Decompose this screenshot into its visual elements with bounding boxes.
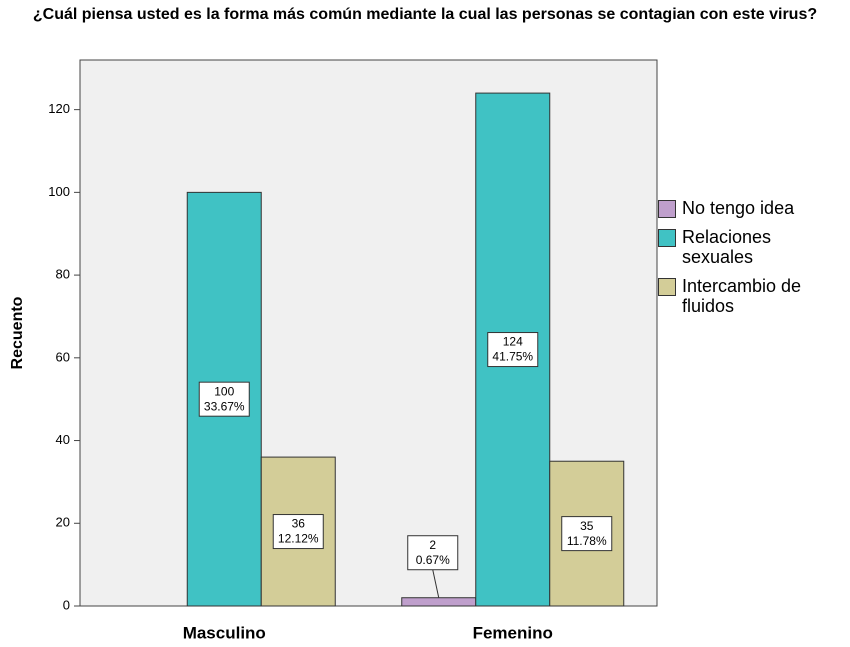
data-label-percent: 12.12% [278,532,319,546]
y-tick-label: 20 [56,515,70,530]
legend-entry: Intercambio de fluidos [658,276,812,316]
legend-entry: No tengo idea [658,198,812,218]
y-tick-label: 0 [63,597,70,612]
label-box [561,516,613,552]
legend-label: Intercambio de fluidos [682,276,802,316]
legend-label: No tengo idea [682,198,795,218]
data-label: 35 [580,519,594,533]
legend-swatch [658,278,676,296]
label-box [407,535,459,571]
legend: No tengo idea Relaciones sexuales Intercam… [658,198,808,325]
data-label-percent: 0.67% [416,553,450,567]
data-label: 2 [429,538,436,552]
data-label-percent: 41.75% [492,350,533,364]
y-tick-label: 60 [56,349,70,364]
legend-label: Relaciones sexuales [682,227,772,267]
bar [401,597,477,607]
data-label: 100 [214,384,234,398]
label-box [487,332,539,368]
legend-swatch [658,200,676,218]
y-axis-label: Recuento [9,296,26,369]
label-box [198,381,250,417]
data-label: 124 [503,335,523,349]
data-label-percent: 11.78% [567,534,607,548]
label-box [272,514,324,550]
legend-swatch [658,229,676,247]
x-tick-label: Masculino [183,623,266,642]
y-tick-label: 40 [56,432,70,447]
x-tick-label: Femenino [473,623,553,642]
legend-entry: Relaciones sexuales [658,227,812,267]
y-tick-label: 80 [56,267,70,282]
data-label-percent: 33.67% [204,399,245,413]
y-tick-label: 120 [48,101,70,116]
data-label: 36 [292,517,306,531]
label-leader [432,569,440,598]
y-tick-label: 100 [48,184,70,199]
chart-title: ¿Cuál piensa usted es la forma más común… [32,6,818,23]
